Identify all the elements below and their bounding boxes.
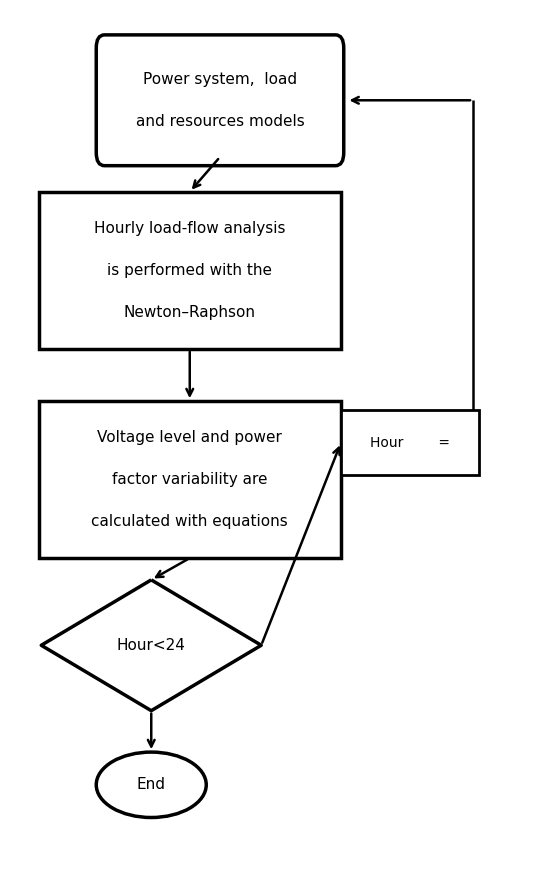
FancyBboxPatch shape	[96, 35, 344, 166]
FancyBboxPatch shape	[341, 410, 478, 475]
Ellipse shape	[96, 752, 206, 818]
Text: Hourly load-flow analysis

is performed with the

Newton–Raphson: Hourly load-flow analysis is performed w…	[94, 221, 285, 320]
Text: End: End	[137, 777, 166, 793]
FancyBboxPatch shape	[39, 192, 341, 349]
Text: Power system,  load

and resources models: Power system, load and resources models	[136, 72, 304, 129]
FancyBboxPatch shape	[39, 401, 341, 558]
Text: Hour        =: Hour =	[370, 435, 450, 450]
Text: Hour<24: Hour<24	[117, 637, 186, 653]
Text: Voltage level and power

factor variability are

calculated with equations: Voltage level and power factor variabili…	[91, 430, 288, 529]
